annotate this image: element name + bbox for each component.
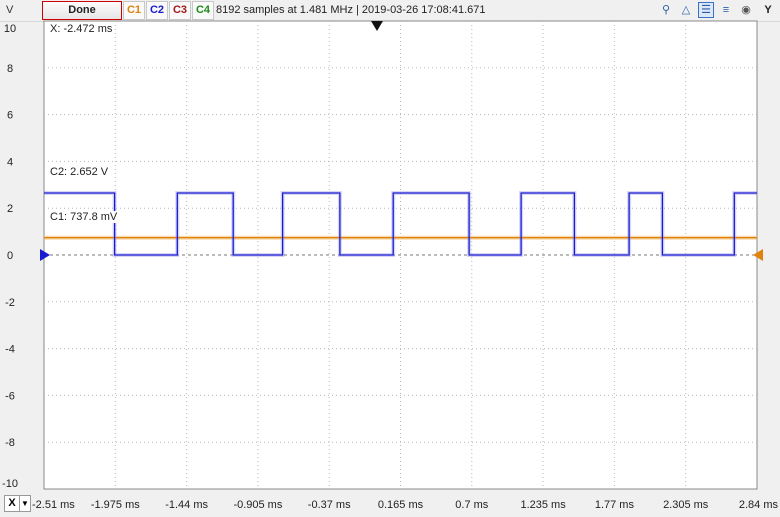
x-tick-label: 1.235 ms [520, 499, 566, 511]
channel-c1-button[interactable]: C1 [123, 1, 145, 20]
trigger-marker [371, 21, 383, 31]
x-tick-label: 2.305 ms [663, 499, 709, 511]
channel-c4-button[interactable]: C4 [192, 1, 214, 20]
cursor-vertical-icon[interactable]: ≡ [722, 4, 730, 16]
cursor-horizontal-icon[interactable]: ☰ [698, 2, 714, 18]
y-tick-label: 6 [7, 110, 13, 122]
y-tick-label: -8 [5, 437, 15, 449]
x-tick-label: 0.7 ms [455, 499, 489, 511]
x-tick-label: -1.44 ms [165, 499, 208, 511]
c1-ground-marker [753, 249, 763, 261]
done-button[interactable]: Done [42, 1, 122, 20]
x-tick-label: -0.37 ms [308, 499, 351, 511]
camera-icon[interactable]: ◉ [741, 4, 751, 16]
x-tick-label: -0.905 ms [233, 499, 282, 511]
zoom-icon[interactable]: ⚲ [661, 4, 671, 16]
acquisition-status: 8192 samples at 1.481 MHz | 2019-03-26 1… [216, 4, 486, 16]
toolbar: V Done C1 C2 C3 C4 8192 samples at 1.481… [0, 0, 780, 22]
channel-c2-button[interactable]: C2 [146, 1, 168, 20]
y-tick-label: 8 [7, 63, 13, 75]
y-tick-label: 2 [7, 203, 13, 215]
channel-c3-button[interactable]: C3 [169, 1, 191, 20]
c1-readout: C1: 737.8 mV [48, 211, 120, 223]
cursor-x-readout: X: -2.472 ms [48, 23, 115, 35]
y-tick-label: 4 [7, 156, 13, 168]
x-axis-button[interactable]: X [4, 495, 20, 512]
x-tick-label: 2.84 ms [739, 499, 779, 511]
series-c2-line [44, 192, 757, 256]
y-tick-label: -6 [5, 390, 15, 402]
y-tick-label: -4 [5, 344, 15, 356]
y-tick-label: 0 [7, 250, 13, 262]
x-tick-label: -2.51 ms [32, 499, 75, 511]
cursor-icon[interactable]: △ [681, 4, 691, 16]
y-axis-button[interactable]: Y [764, 4, 772, 16]
y-tick-label: -10 [2, 478, 18, 490]
x-tick-label: 0.165 ms [378, 499, 424, 511]
x-axis-dropdown-icon[interactable]: ▼ [19, 495, 31, 512]
c2-ground-marker [40, 249, 50, 261]
c2-readout: C2: 2.652 V [48, 166, 111, 178]
y-unit-label: V [6, 4, 14, 16]
y-tick-label: -2 [5, 297, 15, 309]
y-tick-label: 10 [4, 23, 16, 35]
x-tick-label: 1.77 ms [595, 499, 635, 511]
x-tick-label: -1.975 ms [91, 499, 140, 511]
